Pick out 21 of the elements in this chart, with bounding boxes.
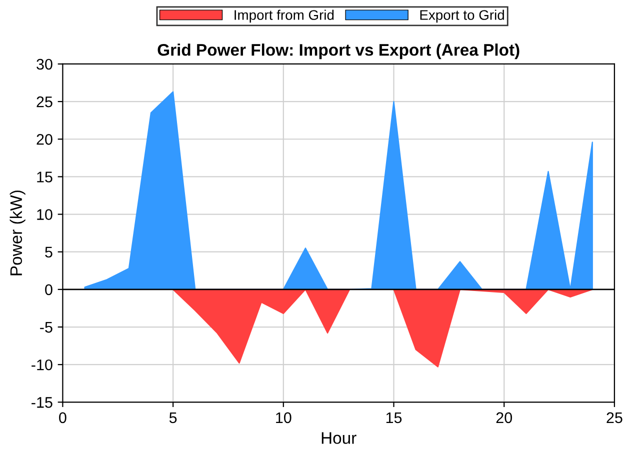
legend-label: Export to Grid — [420, 10, 504, 23]
y-axis-title: Power (kW) — [10, 190, 26, 276]
y-tick-label: -5 — [40, 322, 52, 333]
y-tick-label: 10 — [37, 209, 52, 220]
x-tick-label: 20 — [496, 412, 512, 424]
y-tick-label: -15 — [32, 397, 52, 408]
x-tick-label: 25 — [606, 412, 622, 424]
y-tick-label: 30 — [36, 58, 52, 70]
y-tick-label: 20 — [36, 134, 52, 145]
y-tick-label: 25 — [36, 96, 52, 108]
y-tick-label: 0 — [45, 284, 52, 296]
legend-label: Import from Grid — [234, 10, 334, 23]
chart-title: Grid Power Flow: Import vs Export (Area Plot) — [158, 44, 520, 60]
x-tick-label: 10 — [276, 412, 292, 424]
x-tick-label: 15 — [386, 412, 402, 424]
y-tick-label: 15 — [37, 172, 52, 182]
x-tick-label: 0 — [59, 412, 66, 424]
x-axis-title: Hour — [322, 432, 356, 444]
x-tick-label: 5 — [169, 412, 177, 424]
y-tick-label: 5 — [45, 246, 52, 258]
y-tick-label: -10 — [32, 359, 52, 370]
